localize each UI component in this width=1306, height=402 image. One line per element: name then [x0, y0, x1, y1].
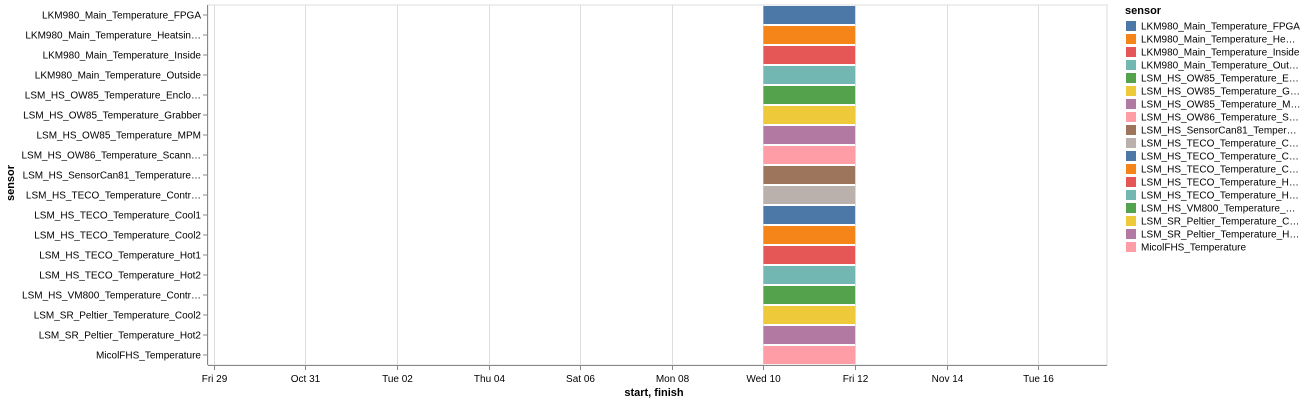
- legend-label: LSM_HS_SensorCan81_Temper…: [1141, 126, 1297, 137]
- y-tick-label: LSM_HS_OW86_Temperature_Scann…: [21, 151, 201, 162]
- y-tick-label: LSM_HS_TECO_Temperature_Cool2: [34, 231, 201, 242]
- legend-label: LSM_SR_Peltier_Temperature_C…: [1141, 217, 1299, 228]
- y-tick-label: MicolFHS_Temperature: [96, 351, 201, 362]
- gantt-bar: [763, 326, 856, 344]
- legend-swatch: [1126, 47, 1136, 57]
- gantt-bar: [763, 246, 856, 264]
- y-tick-label: LSM_SR_Peltier_Temperature_Hot2: [39, 331, 202, 342]
- legend-swatch: [1126, 99, 1136, 109]
- gantt-bar: [763, 146, 856, 164]
- y-tick-label: LSM_HS_TECO_Temperature_Hot2: [39, 271, 201, 282]
- gantt-bar: [763, 306, 856, 324]
- gantt-bar: [763, 6, 856, 24]
- gantt-bar: [763, 226, 856, 244]
- legend-swatch: [1126, 138, 1136, 148]
- legend-swatch: [1126, 203, 1136, 213]
- x-tick-label: Tue 02: [382, 374, 413, 385]
- legend-swatch: [1126, 190, 1136, 200]
- x-tick-label: Thu 04: [474, 374, 506, 385]
- x-tick-label: Wed 10: [746, 374, 781, 385]
- y-tick-label: LSM_HS_TECO_Temperature_Contr…: [26, 191, 201, 202]
- y-tick-label: LKM980_Main_Temperature_Inside: [43, 51, 202, 62]
- y-tick-label: LSM_HS_TECO_Temperature_Cool1: [34, 211, 201, 222]
- legend-swatch: [1126, 60, 1136, 70]
- legend-swatch: [1126, 151, 1136, 161]
- legend-label: LSM_HS_TECO_Temperature_C…: [1141, 139, 1299, 150]
- gantt-bar: [763, 26, 856, 44]
- legend-title: sensor: [1125, 5, 1162, 17]
- legend-label: LSM_HS_TECO_Temperature_H…: [1141, 191, 1299, 202]
- legend-swatch: [1126, 177, 1136, 187]
- gantt-bar: [763, 126, 856, 144]
- legend-label: MicolFHS_Temperature: [1141, 243, 1246, 254]
- x-tick-label: Tue 16: [1023, 374, 1054, 385]
- legend-swatch: [1126, 164, 1136, 174]
- legend-label: LSM_HS_VM800_Temperature_…: [1141, 204, 1296, 215]
- legend: sensor LKM980_Main_Temperature_FPGA LKM98…: [1125, 5, 1301, 254]
- legend-label: LSM_HS_OW86_Temperature_S…: [1141, 113, 1299, 124]
- gantt-bar: [763, 286, 856, 304]
- gantt-bar: [763, 186, 856, 204]
- legend-label: LSM_HS_TECO_Temperature_H…: [1141, 178, 1299, 189]
- y-tick-label: LSM_SR_Peltier_Temperature_Cool2: [34, 311, 202, 322]
- legend-swatch: [1126, 86, 1136, 96]
- legend-label: LSM_HS_TECO_Temperature_C…: [1141, 152, 1299, 163]
- x-tick-label: Oct 31: [291, 374, 321, 385]
- legend-swatch: [1126, 21, 1136, 31]
- y-axis-title: sensor: [5, 164, 17, 201]
- y-tick-label: LSM_HS_VM800_Temperature_Contr…: [22, 291, 201, 302]
- y-tick-label: LKM980_Main_Temperature_Heatsin…: [25, 31, 201, 42]
- y-tick-label: LSM_HS_OW85_Temperature_Enclo…: [25, 91, 201, 102]
- legend-label: LSM_SR_Peltier_Temperature_H…: [1141, 230, 1299, 241]
- legend-swatch: [1126, 73, 1136, 83]
- legend-label: LSM_HS_OW85_Temperature_E…: [1141, 74, 1299, 85]
- y-tick-label: LSM_HS_OW85_Temperature_Grabber: [23, 111, 202, 122]
- bar-layer: [763, 6, 856, 364]
- legend-label: LKM980_Main_Temperature_Inside: [1141, 48, 1300, 59]
- gantt-bar: [763, 346, 856, 364]
- gantt-bar: [763, 106, 856, 124]
- y-tick-label: LSM_HS_TECO_Temperature_Hot1: [39, 251, 201, 262]
- y-tick-label: LSM_HS_SensorCan81_Temperature…: [23, 171, 201, 182]
- gantt-bar: [763, 66, 856, 84]
- legend-label: LKM980_Main_Temperature_He…: [1141, 35, 1296, 46]
- legend-swatch: [1126, 242, 1136, 252]
- legend-label: LKM980_Main_Temperature_FPGA: [1141, 22, 1300, 33]
- y-tick-label: LKM980_Main_Temperature_Outside: [35, 71, 202, 82]
- grid-layer: [207, 4, 1108, 366]
- x-tick-label: Mon 08: [656, 374, 690, 385]
- y-tick-label: LSM_HS_OW85_Temperature_MPM: [36, 131, 201, 142]
- legend-swatch: [1126, 229, 1136, 239]
- y-tick-label: LKM980_Main_Temperature_FPGA: [42, 11, 201, 22]
- x-axis-title: start, finish: [624, 387, 684, 399]
- legend-label: LSM_HS_OW85_Temperature_M…: [1141, 100, 1301, 111]
- legend-swatch: [1126, 216, 1136, 226]
- x-tick-label: Sat 06: [566, 374, 595, 385]
- axis-layer: Fri 29 Oct 31 Tue 02 Thu 04 Sat 06 Mon 08 Wed …: [21, 5, 1107, 385]
- legend-label: LSM_HS_OW85_Temperature_G…: [1141, 87, 1300, 98]
- gantt-bar: [763, 166, 856, 184]
- gantt-bar: [763, 206, 856, 224]
- x-tick-label: Nov 14: [932, 374, 964, 385]
- gantt-bar: [763, 86, 856, 104]
- x-tick-label: Fri 12: [843, 374, 869, 385]
- x-tick-label: Fri 29: [202, 374, 228, 385]
- legend-label: LSM_HS_TECO_Temperature_C…: [1141, 165, 1299, 176]
- gantt-bar: [763, 46, 856, 64]
- legend-swatch: [1126, 125, 1136, 135]
- legend-swatch: [1126, 34, 1136, 44]
- legend-swatch: [1126, 112, 1136, 122]
- plot-frame: [207, 4, 1108, 366]
- gantt-bar: [763, 266, 856, 284]
- legend-label: LKM980_Main_Temperature_Out…: [1141, 61, 1299, 72]
